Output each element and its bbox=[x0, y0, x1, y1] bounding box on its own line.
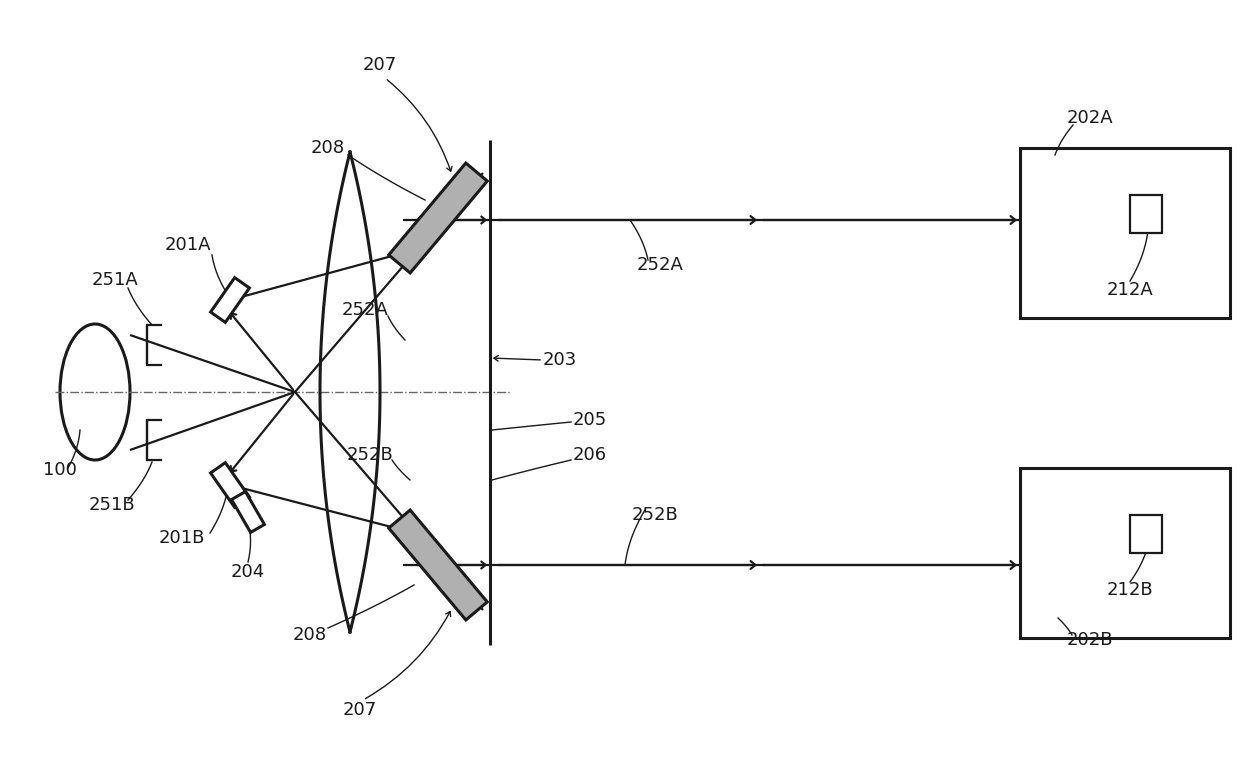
Ellipse shape bbox=[60, 324, 130, 460]
Bar bbox=[1021, 148, 1230, 318]
Polygon shape bbox=[388, 510, 487, 620]
Text: 203: 203 bbox=[543, 351, 577, 369]
Polygon shape bbox=[211, 278, 249, 323]
Text: 201A: 201A bbox=[165, 236, 211, 254]
Text: 202A: 202A bbox=[1066, 109, 1114, 127]
Text: 201B: 201B bbox=[159, 529, 205, 547]
Polygon shape bbox=[232, 492, 264, 532]
Bar bbox=[1021, 468, 1230, 638]
Polygon shape bbox=[388, 163, 487, 273]
Bar bbox=[1130, 195, 1162, 233]
Text: 208: 208 bbox=[311, 139, 345, 157]
Text: 207: 207 bbox=[363, 56, 397, 74]
Text: 212B: 212B bbox=[1106, 581, 1153, 599]
Text: 204: 204 bbox=[231, 563, 265, 581]
Polygon shape bbox=[211, 463, 249, 507]
Text: 252A: 252A bbox=[636, 256, 683, 274]
Text: 202B: 202B bbox=[1066, 631, 1114, 649]
Text: 252A: 252A bbox=[341, 301, 388, 319]
Text: 206: 206 bbox=[573, 446, 608, 464]
Text: 208: 208 bbox=[293, 626, 327, 644]
Text: 252B: 252B bbox=[631, 506, 678, 524]
Text: 207: 207 bbox=[343, 701, 377, 719]
Bar bbox=[1130, 515, 1162, 553]
Text: 252B: 252B bbox=[347, 446, 393, 464]
Text: 212A: 212A bbox=[1106, 281, 1153, 299]
Text: 100: 100 bbox=[43, 461, 77, 479]
Text: 251B: 251B bbox=[89, 496, 135, 514]
Text: 251A: 251A bbox=[92, 271, 139, 289]
Text: 205: 205 bbox=[573, 411, 608, 429]
